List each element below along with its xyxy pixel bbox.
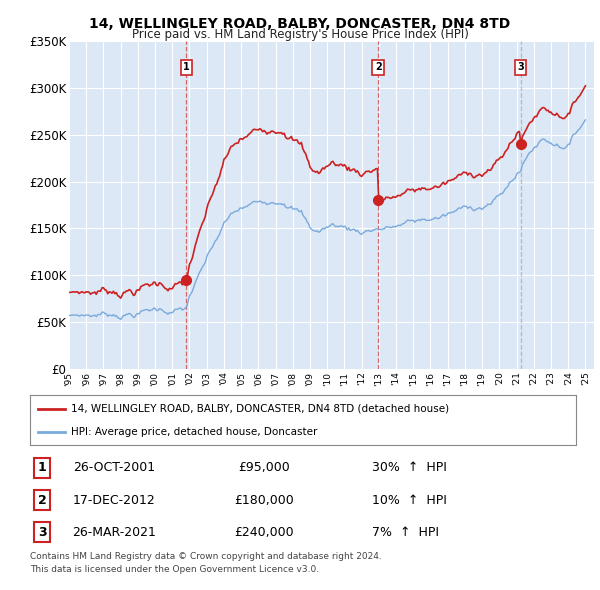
Text: This data is licensed under the Open Government Licence v3.0.: This data is licensed under the Open Gov… — [30, 565, 319, 573]
Text: 3: 3 — [38, 526, 46, 539]
Text: 17-DEC-2012: 17-DEC-2012 — [73, 493, 155, 507]
Text: Contains HM Land Registry data © Crown copyright and database right 2024.: Contains HM Land Registry data © Crown c… — [30, 552, 382, 560]
Text: £180,000: £180,000 — [234, 493, 294, 507]
Text: 1: 1 — [38, 461, 46, 474]
Text: 1: 1 — [183, 63, 190, 73]
Text: 14, WELLINGLEY ROAD, BALBY, DONCASTER, DN4 8TD: 14, WELLINGLEY ROAD, BALBY, DONCASTER, D… — [89, 17, 511, 31]
Text: £95,000: £95,000 — [238, 461, 290, 474]
Text: 26-MAR-2021: 26-MAR-2021 — [72, 526, 156, 539]
Text: £240,000: £240,000 — [234, 526, 294, 539]
Text: 2: 2 — [375, 63, 382, 73]
Text: 2: 2 — [38, 493, 46, 507]
Text: HPI: Average price, detached house, Doncaster: HPI: Average price, detached house, Donc… — [71, 427, 317, 437]
Text: 26-OCT-2001: 26-OCT-2001 — [73, 461, 155, 474]
Text: 14, WELLINGLEY ROAD, BALBY, DONCASTER, DN4 8TD (detached house): 14, WELLINGLEY ROAD, BALBY, DONCASTER, D… — [71, 404, 449, 414]
Text: 30%  ↑  HPI: 30% ↑ HPI — [372, 461, 447, 474]
Text: 7%  ↑  HPI: 7% ↑ HPI — [372, 526, 439, 539]
Text: 3: 3 — [517, 63, 524, 73]
Text: Price paid vs. HM Land Registry's House Price Index (HPI): Price paid vs. HM Land Registry's House … — [131, 28, 469, 41]
Text: 10%  ↑  HPI: 10% ↑ HPI — [372, 493, 447, 507]
